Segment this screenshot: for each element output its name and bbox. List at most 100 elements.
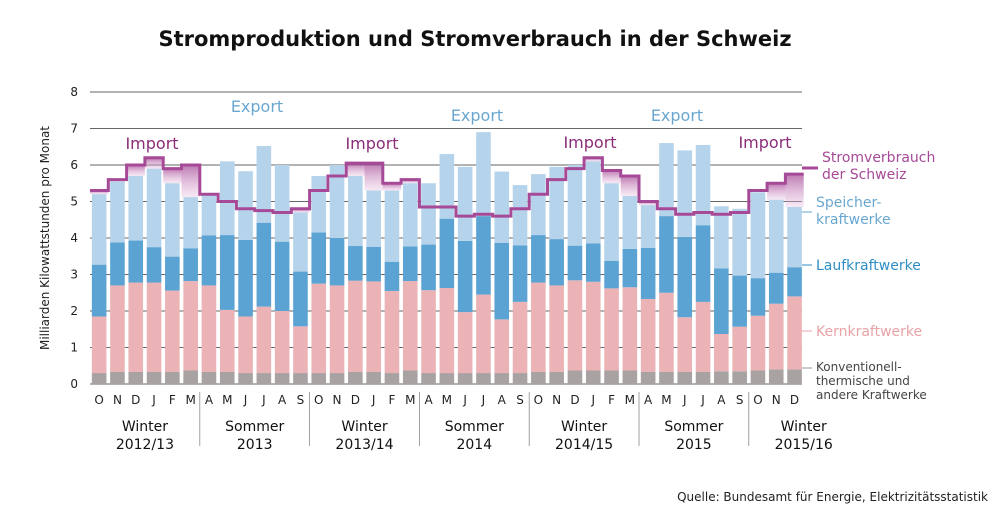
- season-label: 2015/16: [775, 437, 833, 453]
- bar-segment: [768, 199, 784, 273]
- import-area: [602, 170, 621, 184]
- legend: Stromverbrauch der Schweiz Speicher- kra…: [802, 150, 935, 402]
- bar-segment: [622, 287, 638, 371]
- season-label: 2013/14: [335, 437, 393, 453]
- bar-segment: [659, 292, 674, 372]
- bar-segment: [384, 261, 400, 291]
- import-area: [291, 208, 310, 213]
- bar-segment: [91, 264, 107, 317]
- bar-segment: [585, 281, 601, 371]
- legend-konv: thermische und: [816, 374, 910, 388]
- bar-segment: [439, 288, 455, 374]
- bar-segment: [677, 317, 693, 372]
- x-tick-label: D: [570, 393, 579, 407]
- season-label: 2014: [456, 437, 492, 453]
- y-axis-label: Milliarden Kilowattstunden pro Monat: [38, 126, 52, 350]
- legend-speicher: Speicher-: [816, 195, 881, 211]
- y-tick-label: 4: [70, 231, 78, 245]
- bar-segment: [732, 208, 747, 276]
- bar-segment: [165, 290, 180, 372]
- x-tick-label: O: [94, 393, 103, 407]
- bar-segment: [110, 285, 125, 372]
- bar-segment: [219, 371, 235, 384]
- season-labels: Winter 2012/13 Sommer 2013 Winter 2013/14 Somm…: [116, 392, 833, 453]
- x-tick-label: F: [608, 393, 615, 407]
- x-tick-label: S: [516, 393, 524, 407]
- x-tick-label: M: [625, 393, 635, 407]
- bar-segment: [714, 371, 729, 384]
- import-label: Import: [738, 133, 791, 152]
- bar-segment: [604, 260, 619, 289]
- bar-segment: [695, 371, 711, 384]
- bar-segment: [421, 244, 436, 291]
- bar-segment: [219, 161, 235, 236]
- bar-segment: [311, 232, 327, 284]
- bar-segment: [640, 205, 656, 248]
- y-tick-label: 7: [70, 122, 78, 136]
- consumption-line: [90, 156, 804, 218]
- bar-segment: [677, 150, 693, 237]
- bar-segment: [659, 371, 674, 384]
- bar-segment: [421, 183, 436, 245]
- import-area: [126, 165, 145, 176]
- bar-segment: [585, 243, 601, 282]
- bar-segment: [402, 281, 418, 371]
- legend-consumption: der Schweiz: [822, 167, 906, 183]
- bar-segment: [695, 225, 711, 302]
- season-label: 2013: [237, 437, 273, 453]
- bar-segment: [348, 280, 363, 372]
- bar-segment: [750, 278, 766, 316]
- bar-segment: [476, 373, 491, 384]
- x-tick-label: J: [371, 393, 376, 407]
- bar-segment: [585, 161, 601, 244]
- bar-segment: [549, 239, 564, 286]
- bar-segment: [165, 371, 180, 384]
- bar-segment: [750, 192, 766, 279]
- bar-segment: [91, 194, 107, 265]
- x-tick-label: A: [644, 393, 653, 407]
- bar-segment: [476, 294, 491, 374]
- bar-segment: [494, 373, 510, 384]
- bar-segment: [146, 282, 162, 372]
- x-tick-label: J: [481, 393, 486, 407]
- bar-segment: [256, 222, 272, 307]
- bar-segment: [494, 242, 510, 320]
- bar-segment: [659, 216, 674, 293]
- bar-segment: [421, 373, 436, 384]
- bar-segment: [128, 371, 144, 384]
- bar-segment: [183, 281, 198, 371]
- x-tick-label: D: [131, 393, 140, 407]
- bar-segment: [640, 247, 656, 299]
- import-area: [144, 157, 164, 169]
- season-label: Winter: [122, 419, 168, 435]
- bar-segment: [238, 239, 253, 317]
- import-label: Import: [125, 134, 178, 153]
- bar-segment: [732, 326, 747, 372]
- x-tick-label: N: [113, 393, 122, 407]
- y-tick-label: 6: [70, 158, 78, 172]
- season-label: 2012/13: [116, 437, 174, 453]
- bar-segment: [293, 373, 308, 384]
- x-tick-label: O: [314, 393, 323, 407]
- bar-segment: [439, 218, 455, 289]
- bar-segment: [384, 190, 400, 262]
- import-area: [346, 163, 365, 176]
- bar-segment: [238, 373, 253, 384]
- bar-segment: [384, 373, 400, 384]
- bar-segment: [512, 301, 528, 374]
- bar-segment: [585, 370, 601, 384]
- y-ticks: 0 1 2 3 4 5 6 7 8: [70, 85, 78, 391]
- bar-segment: [329, 373, 345, 384]
- bar-segment: [128, 240, 144, 283]
- x-tick-label: A: [717, 393, 726, 407]
- bar-segment: [677, 236, 693, 318]
- import-area: [620, 175, 639, 197]
- bar-segment: [110, 242, 125, 286]
- bar-segment: [165, 183, 180, 257]
- export-label: Export: [651, 106, 703, 125]
- bar-segment: [750, 315, 766, 371]
- bar-segment: [238, 171, 253, 240]
- bar-segment: [768, 369, 784, 384]
